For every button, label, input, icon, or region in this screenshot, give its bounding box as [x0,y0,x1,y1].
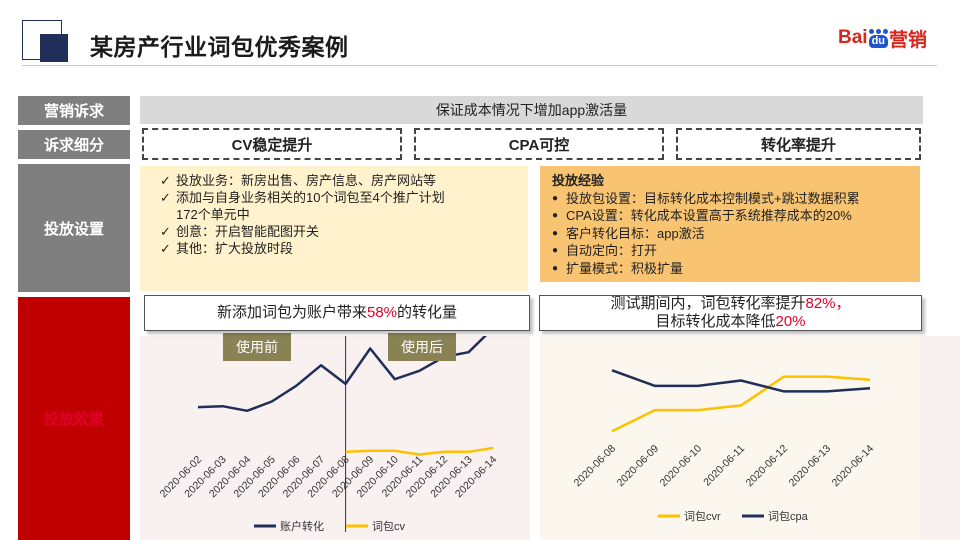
callout-text: 测试期间内，词包转化率提升 [610,295,806,312]
label-effect: 投放效果 [18,297,130,540]
callout-left: 新添加词包为账户带来 58% 的转化量 [144,295,530,331]
x-tick-label: 2020-06-08 [572,443,619,490]
panel-heading: 投放经验 [552,173,605,188]
after-tag: 使用后 [388,333,456,361]
x-tick-label: 2020-06-12 [744,443,791,490]
brand-suffix-text: 营销 [889,29,928,51]
series-line-1 [345,446,494,456]
list-item-text: 添加与自身业务相关的10个词包至4个推广计划 [176,190,445,205]
list-item: ✓ 其他：扩大投放时段 [160,240,528,257]
check-icon: ✓ [160,241,171,256]
bullet-icon: ● [552,227,559,239]
brand-bai-text: Bai [838,27,868,48]
segment-cvr: 转化率提升 [676,128,921,160]
list-item: ● 投放包设置：目标转化成本控制模式+跳过数据积累 [552,190,920,208]
baidu-paw-icon: du [868,28,889,48]
list-item-text: 自动定向：打开 [566,243,658,259]
list-item: ✓ 添加与自身业务相关的10个词包至4个推广计划 [160,189,528,206]
left-line-chart: 2020-06-022020-06-032020-06-042020-06-05… [158,336,499,533]
list-item: ● CPA设置：转化成本设置高于系统推荐成本的20% [552,207,920,225]
page-title: 某房产行业词包优秀案例 [90,34,349,60]
legend-label: 词包cpa [768,510,809,523]
callout-text: 新添加词包为账户带来 [216,304,367,321]
logo-filled-square [40,34,68,62]
bullet-icon: ● [552,245,559,257]
callout-highlight: 82%， [805,295,851,312]
bullet-icon: ● [552,192,559,204]
list-item-text: 投放包设置：目标转化成本控制模式+跳过数据积累 [566,190,860,206]
callout-highlight: 58% [366,304,398,321]
x-tick-label: 2020-06-14 [830,443,877,490]
list-item: 172个单元中 [160,206,528,223]
chart-right-bg [540,336,920,540]
before-tag: 使用前 [223,333,291,361]
bullet-icon: ● [552,210,559,222]
appeal-bar: 保证成本情况下增加app激活量 [140,96,923,124]
baidu-marketing-logo: Bai du 营销 [838,22,927,54]
callout-right: 测试期间内，词包转化率提升82%， 目标转化成本降低20% [539,295,922,331]
legend-label: 账户转化 [280,519,324,533]
x-tick-label: 2020-06-09 [615,443,662,490]
header-divider [22,65,937,66]
list-item: ● 扩量模式：积极扩量 [552,260,920,278]
label-detail: 诉求细分 [18,130,130,159]
x-tick-label: 2020-06-11 [701,443,747,489]
x-tick-label: 2020-06-13 [787,443,834,490]
label-setup: 投放设置 [18,164,130,292]
check-icon: ✓ [160,190,171,205]
list-item-text: 其他：扩大投放时段 [176,241,294,256]
list-item-text: CPA设置：转化成本设置高于系统推荐成本的20% [566,208,852,224]
brand-du-text: du [868,34,889,48]
list-item-text: 172个单元中 [176,207,250,222]
series-line-1 [611,369,871,393]
chart-left-bg [140,336,530,540]
segment-cv: CV稳定提升 [142,128,402,160]
list-item-mark [160,206,176,223]
bullet-icon: ● [552,262,559,274]
callout-highlight: 20% [775,313,806,330]
legend-label: 词包cvr [684,510,721,523]
check-icon: ✓ [160,173,171,188]
segment-cpa: CPA可控 [414,128,664,160]
x-tick-label: 2020-06-10 [658,443,705,490]
chart-right-margin [920,336,960,540]
right-line-chart: 2020-06-082020-06-092020-06-102020-06-11… [572,369,877,523]
legend-label: 词包cv [372,520,405,533]
list-item-text: 客户转化目标：app激活 [566,225,705,241]
list-item-text: 投放业务：新房出售、房产信息、房产网站等 [176,173,437,188]
callout-text: 的转化量 [397,304,458,321]
callout-text: 目标转化成本降低 [655,313,776,330]
list-item-text: 创意：开启智能配图开关 [176,224,320,239]
list-item: ✓ 创意：开启智能配图开关 [160,223,528,240]
setup-right-panel: 投放经验 ● 投放包设置：目标转化成本控制模式+跳过数据积累 ● CPA设置：转化成… [540,166,920,282]
list-item: ✓ 投放业务：新房出售、房产信息、房产网站等 [160,172,528,189]
list-item: ● 自动定向：打开 [552,242,920,260]
list-item: ● 客户转化目标：app激活 [552,225,920,243]
setup-left-panel: ✓ 投放业务：新房出售、房产信息、房产网站等 ✓ 添加与自身业务相关的10个词包至4… [140,166,528,291]
label-appeal: 营销诉求 [18,96,130,125]
check-icon: ✓ [160,224,171,239]
list-item-text: 扩量模式：积极扩量 [566,260,684,276]
